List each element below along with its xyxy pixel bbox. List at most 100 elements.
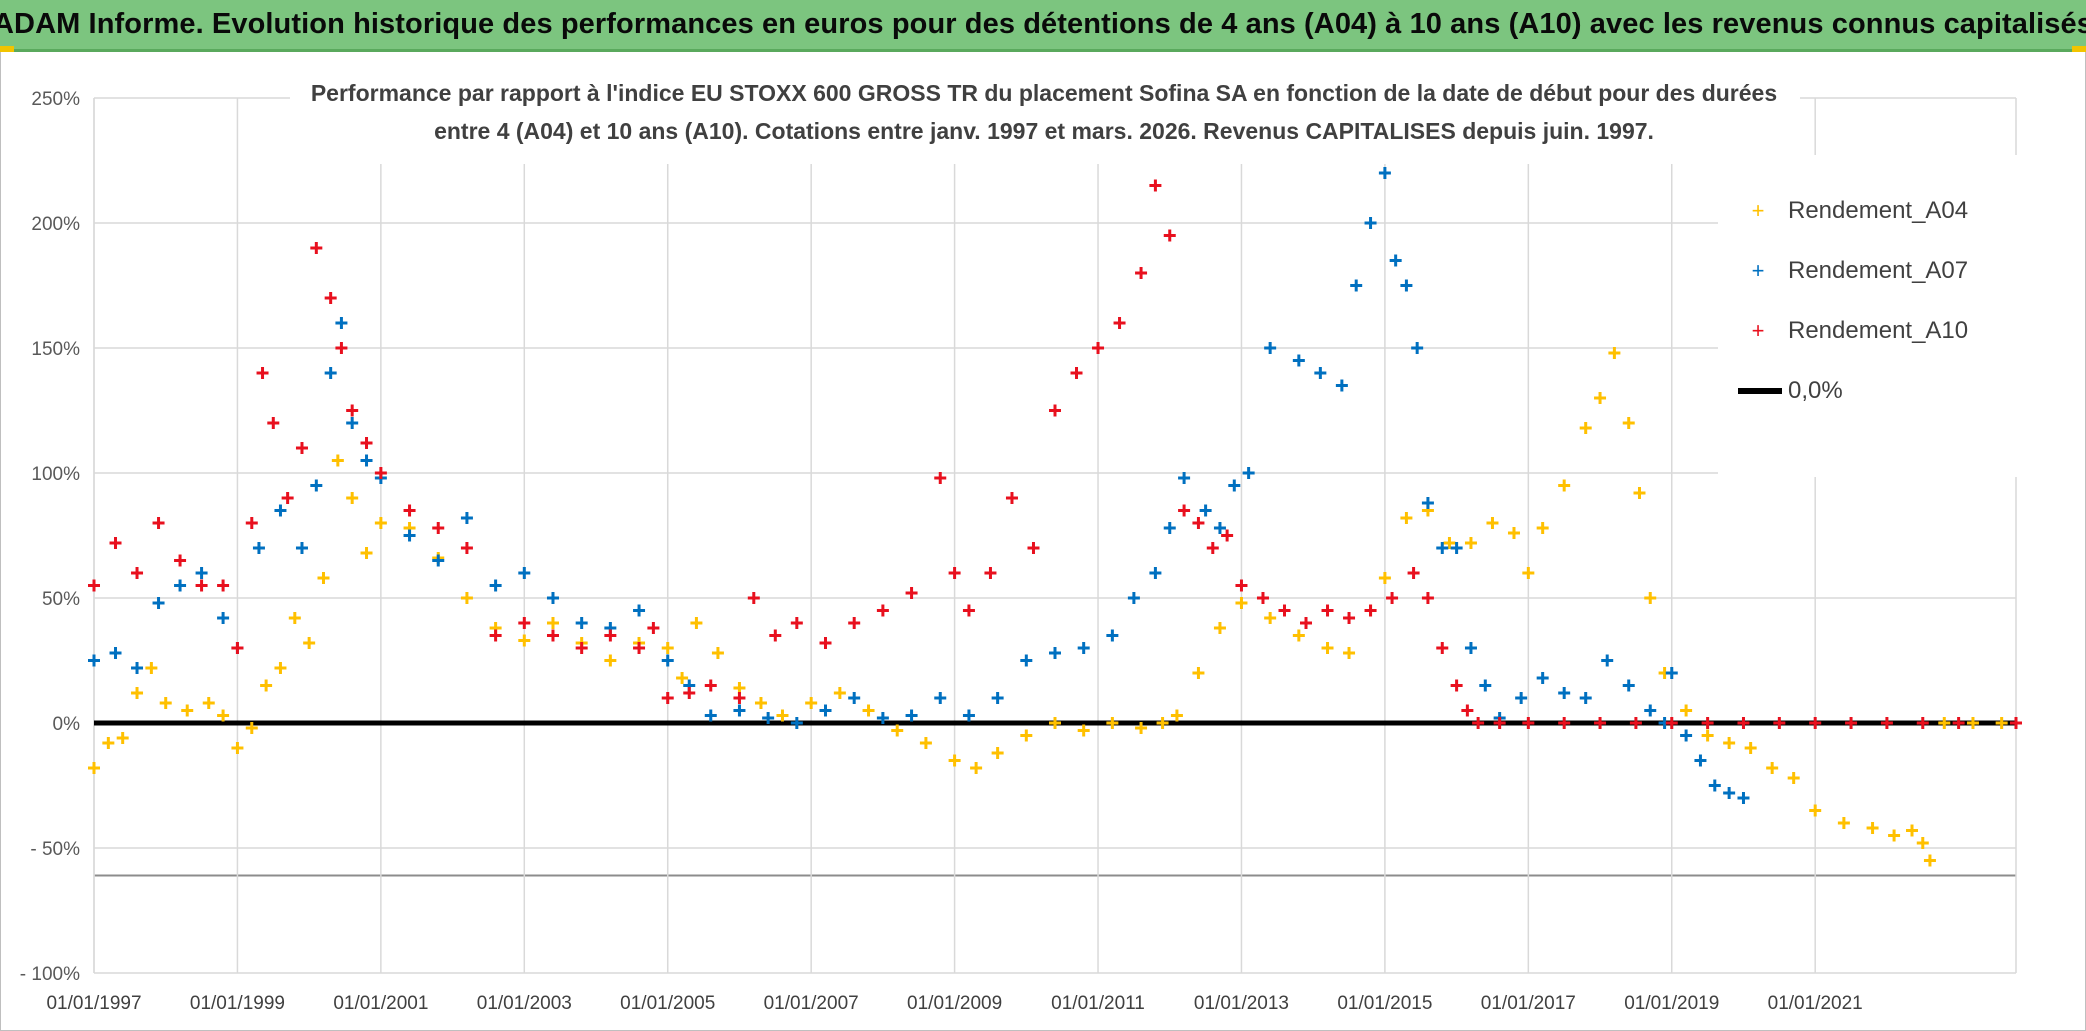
y-tick-label: 100%	[31, 464, 80, 485]
point-a07	[1479, 679, 1492, 692]
point-a04	[1579, 422, 1592, 434]
point-a04	[1135, 722, 1148, 734]
point-a07	[1622, 679, 1635, 692]
point-a04	[303, 637, 316, 649]
point-a07	[152, 597, 165, 609]
point-a07	[346, 417, 359, 429]
x-tick-label: 01/01/1997	[46, 993, 141, 1014]
point-a10	[1049, 404, 1061, 417]
point-a07	[1106, 629, 1119, 642]
point-a04	[1213, 622, 1226, 634]
point-a10	[1773, 717, 1786, 729]
x-tick-label: 01/01/2003	[477, 993, 572, 1014]
point-a10	[1472, 717, 1485, 729]
point-a04	[181, 704, 194, 717]
point-a10	[2010, 717, 2022, 729]
point-a04	[1486, 517, 1499, 529]
point-a10	[432, 522, 445, 534]
y-tick-label: - 50%	[30, 839, 80, 860]
y-tick-label: 200%	[31, 214, 80, 235]
x-tick-label: 01/01/2021	[1768, 993, 1863, 1014]
point-a10	[769, 629, 782, 642]
point-a04	[1594, 392, 1607, 404]
point-a07	[252, 542, 265, 554]
point-a10	[647, 622, 660, 634]
point-a04	[346, 492, 359, 504]
point-a04	[1106, 717, 1119, 729]
performance-chart: 250% 200% 150% 100% 50% 0% - 50% - 100% 01/01/1…	[20, 64, 2022, 1014]
y-tick-label: 0%	[53, 714, 81, 735]
point-a04	[776, 709, 789, 722]
point-a10	[1701, 717, 1714, 729]
point-a04	[970, 762, 983, 774]
point-a07	[1389, 254, 1402, 267]
point-a07	[432, 554, 445, 567]
point-a07	[962, 709, 975, 722]
point-a07	[1558, 687, 1571, 699]
legend-label-a10: Rendement_A10	[1788, 317, 1968, 344]
point-a04	[1906, 824, 1919, 837]
point-a07	[1178, 472, 1191, 484]
point-a10	[489, 629, 502, 642]
point-a10	[1178, 504, 1191, 517]
point-a07	[1644, 704, 1657, 717]
point-a10	[819, 637, 832, 649]
point-a04	[919, 737, 932, 749]
point-a07	[1723, 787, 1736, 799]
point-a04	[159, 697, 172, 709]
y-axis: 250% 200% 150% 100% 50% 0% - 50% - 100%	[20, 89, 80, 985]
chart-title-line1: Performance par rapport à l'indice EU ST…	[311, 80, 1777, 106]
point-a04	[274, 662, 287, 674]
point-a10	[1278, 604, 1291, 617]
x-tick-label: 01/01/1999	[190, 993, 285, 1014]
point-a04	[1809, 804, 1822, 817]
point-a10	[1256, 592, 1269, 604]
point-a07	[1127, 592, 1140, 604]
point-a07	[489, 579, 502, 592]
x-tick-label: 01/01/2017	[1481, 993, 1576, 1014]
point-a10	[1321, 604, 1334, 617]
point-a10	[310, 242, 323, 254]
point-a10	[704, 679, 717, 692]
point-a04	[546, 617, 559, 629]
legend-label-a07: Rendement_A07	[1788, 257, 1968, 284]
point-a10	[324, 292, 337, 304]
legend-marker-a04: +	[1752, 198, 1765, 223]
point-a07	[1314, 367, 1327, 379]
point-a10	[109, 537, 122, 549]
point-a07	[1680, 729, 1693, 742]
point-a04	[604, 654, 617, 667]
point-a10	[1300, 617, 1313, 629]
point-a07	[1077, 642, 1090, 654]
point-a10	[1450, 679, 1463, 692]
point-a04	[1644, 592, 1657, 604]
point-a07	[195, 567, 208, 579]
point-a10	[604, 629, 617, 642]
point-a04	[1787, 772, 1800, 784]
point-a10	[683, 687, 696, 699]
point-a07	[934, 692, 947, 704]
point-a04	[1464, 537, 1477, 549]
x-tick-label: 01/01/2007	[764, 993, 859, 1014]
point-a10	[1163, 229, 1176, 242]
point-a04	[891, 724, 904, 737]
point-a04	[1916, 837, 1929, 849]
point-a04	[1400, 512, 1413, 524]
point-a04	[1837, 817, 1850, 829]
point-a04	[1633, 487, 1646, 499]
corner-accent-right	[2072, 46, 2086, 52]
point-a10	[1916, 717, 1929, 729]
point-a10	[1522, 717, 1535, 729]
point-a04	[102, 737, 115, 749]
point-a07	[633, 604, 646, 617]
point-a10	[733, 692, 746, 704]
point-a04	[1558, 479, 1571, 492]
point-a04	[1343, 647, 1356, 659]
point-a04	[1938, 717, 1951, 729]
point-a07	[1464, 642, 1477, 654]
point-a10	[152, 517, 165, 529]
point-a07	[1213, 522, 1226, 534]
point-a07	[131, 662, 144, 674]
point-a04	[217, 709, 230, 722]
point-a04	[833, 687, 846, 699]
